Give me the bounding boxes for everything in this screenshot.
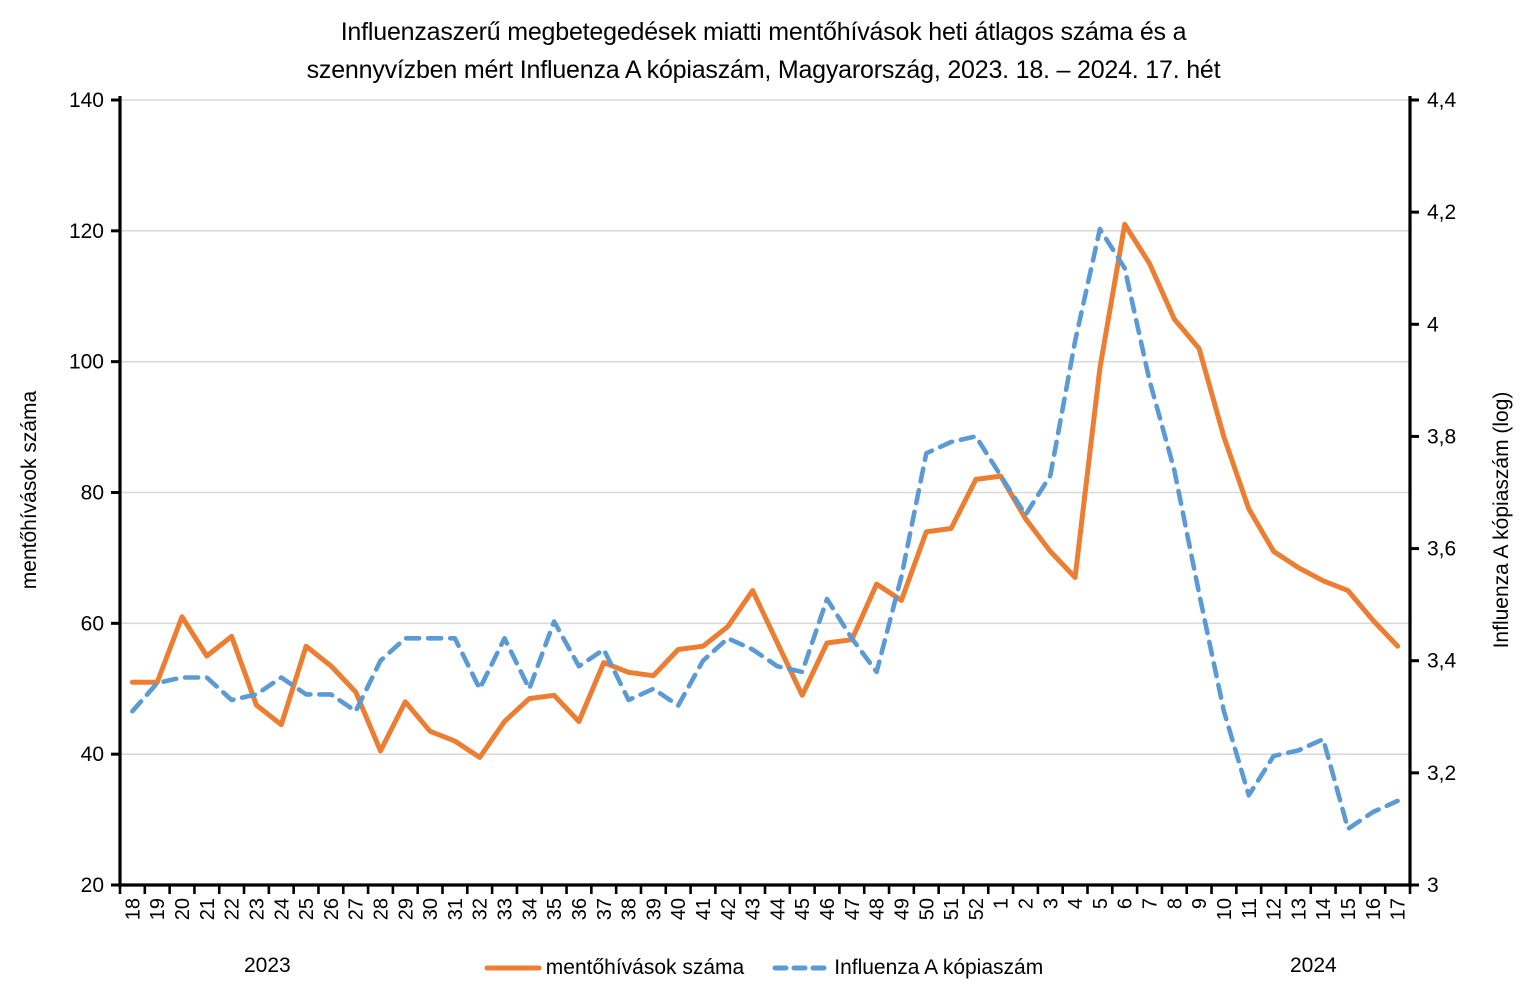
left-axis-tick-label: 60 (81, 612, 104, 635)
x-axis-tick-label: 8 (1164, 898, 1186, 909)
x-axis-tick-label: 51 (941, 898, 963, 920)
x-axis-tick-label: 49 (891, 898, 913, 920)
legend-swatch-dashed-line-icon (772, 965, 830, 971)
x-axis-tick-label: 20 (172, 898, 194, 920)
left-axis-tick-label: 120 (69, 220, 104, 243)
right-axis-tick-label: 4,2 (1427, 201, 1456, 224)
x-axis-tick-label: 22 (222, 898, 244, 920)
left-axis-tick-label: 20 (81, 874, 104, 897)
x-axis-tick-label: 17 (1388, 898, 1410, 920)
legend-label: mentőhívások száma (545, 956, 745, 979)
right-axis-tick-label: 3 (1427, 874, 1439, 897)
x-axis-tick-label: 41 (693, 898, 715, 920)
legend-swatch-solid-line-icon (484, 965, 542, 971)
x-axis-year-label-2023: 2023 (244, 954, 291, 977)
series-line-influenza-a (130, 226, 1400, 832)
x-axis-tick-label: 42 (718, 898, 740, 920)
legend-item-influenza-a: Influenza A kópiaszám (772, 956, 1043, 980)
x-axis-tick-label: 4 (1065, 898, 1087, 909)
x-axis-tick-label: 11 (1239, 898, 1261, 919)
x-axis-tick-label: 9 (1189, 898, 1211, 909)
x-axis-tick-label: 19 (147, 898, 169, 920)
x-axis-tick-label: 33 (495, 898, 517, 920)
x-axis-year-label-2024: 2024 (1290, 954, 1337, 977)
right-axis-tick-label: 3,2 (1427, 762, 1456, 785)
x-axis-tick-label: 38 (619, 898, 641, 920)
x-axis-tick-label: 43 (743, 898, 765, 920)
x-axis-tick-label: 36 (569, 898, 591, 920)
x-axis-tick-label: 37 (594, 898, 616, 920)
chart-title: Influenzaszerű megbetegedések miatti men… (0, 14, 1527, 89)
left-axis-tick-label: 140 (69, 89, 104, 112)
x-axis-tick-label: 50 (916, 898, 938, 920)
left-axis-tick-label: 80 (81, 482, 104, 505)
x-axis-tick-label: 10 (1214, 898, 1236, 920)
x-axis-tick-label: 30 (420, 898, 442, 920)
x-axis-tick-label: 32 (470, 898, 492, 920)
right-axis-tick-label: 3,8 (1427, 425, 1456, 448)
x-axis-tick-label: 21 (197, 898, 219, 920)
x-axis-tick-label: 14 (1313, 898, 1335, 920)
gridlines (120, 99, 1410, 755)
x-axis-tick-label: 35 (544, 898, 566, 920)
x-axis-tick-label: 45 (792, 898, 814, 920)
chart-title-line1: Influenzaszerű megbetegedések miatti men… (340, 18, 1187, 46)
x-axis-tick-label: 6 (1115, 898, 1137, 909)
axis-lines (118, 96, 1412, 887)
x-axis-tick-label: 48 (867, 898, 889, 920)
x-axis-tick-label: 15 (1338, 898, 1360, 920)
x-axis-tick-label: 13 (1288, 898, 1310, 920)
x-axis-tick-label: 27 (346, 898, 368, 920)
x-axis-tick-label: 40 (668, 898, 690, 920)
series-lines (129, 221, 1401, 832)
x-axis-tick-label: 47 (842, 898, 864, 920)
right-axis-ticks: 3 3,2 3,4 3,6 3,8 4 4,2 4,4 (1410, 89, 1457, 897)
chart-title-line2: szennyvízben mért Influenza A kópiaszám,… (306, 55, 1221, 84)
x-axis-tick-label: 26 (321, 898, 343, 920)
legend-item-mentohivasok: mentőhívások száma (484, 956, 744, 980)
x-axis-tick-label: 18 (122, 898, 144, 920)
x-axis-ticks (118, 885, 1412, 894)
right-axis-tick-label: 3,4 (1427, 650, 1457, 673)
x-axis-tick-label: 29 (395, 898, 417, 920)
left-axis-tick-label: 100 (69, 351, 104, 374)
legend: mentőhívások száma Influenza A kópiaszám (0, 948, 1527, 988)
right-axis-tick-label: 4,4 (1427, 89, 1457, 112)
x-axis-tick-label: 31 (445, 898, 467, 920)
right-axis-tick-label: 4 (1427, 313, 1439, 336)
x-axis-tick-label: 7 (1140, 898, 1162, 909)
x-axis-tick-label: 16 (1363, 898, 1385, 920)
x-axis-tick-label: 44 (767, 898, 789, 920)
x-axis-tick-label: 28 (370, 898, 392, 920)
x-axis-labels: 18 19 20 21 22 23 24 25 26 27 28 29 30 31 32 33 34 35 36 37… (122, 898, 1409, 920)
left-axis-tick-label: 40 (81, 743, 104, 766)
x-axis-tick-label: 39 (643, 898, 665, 920)
left-axis-ticks: 20 40 60 80 100 120 140 (69, 89, 120, 897)
x-axis-tick-label: 23 (246, 898, 268, 920)
series-line-mentohivasok (129, 221, 1401, 760)
x-axis-tick-label: 1 (991, 898, 1013, 909)
legend-label: Influenza A kópiaszám (834, 956, 1044, 979)
x-axis-tick-label: 3 (1040, 898, 1062, 909)
x-axis-tick-label: 52 (966, 898, 988, 920)
x-axis-tick-label: 24 (271, 898, 293, 920)
right-axis-tick-label: 3,6 (1427, 538, 1456, 561)
x-axis-tick-label: 5 (1090, 898, 1112, 909)
x-axis-tick-label: 2 (1015, 898, 1037, 909)
right-axis-title: Influenza A kópiaszám (log) (1490, 391, 1513, 649)
x-axis-tick-label: 34 (519, 898, 541, 920)
x-axis-tick-label: 46 (817, 898, 839, 920)
left-axis-title: mentőhívások száma (18, 390, 41, 590)
chart-footer: 2023 mentőhívások száma Influenza A kópi… (0, 948, 1527, 988)
x-axis-tick-label: 12 (1264, 898, 1286, 920)
x-axis-tick-label: 25 (296, 898, 318, 920)
